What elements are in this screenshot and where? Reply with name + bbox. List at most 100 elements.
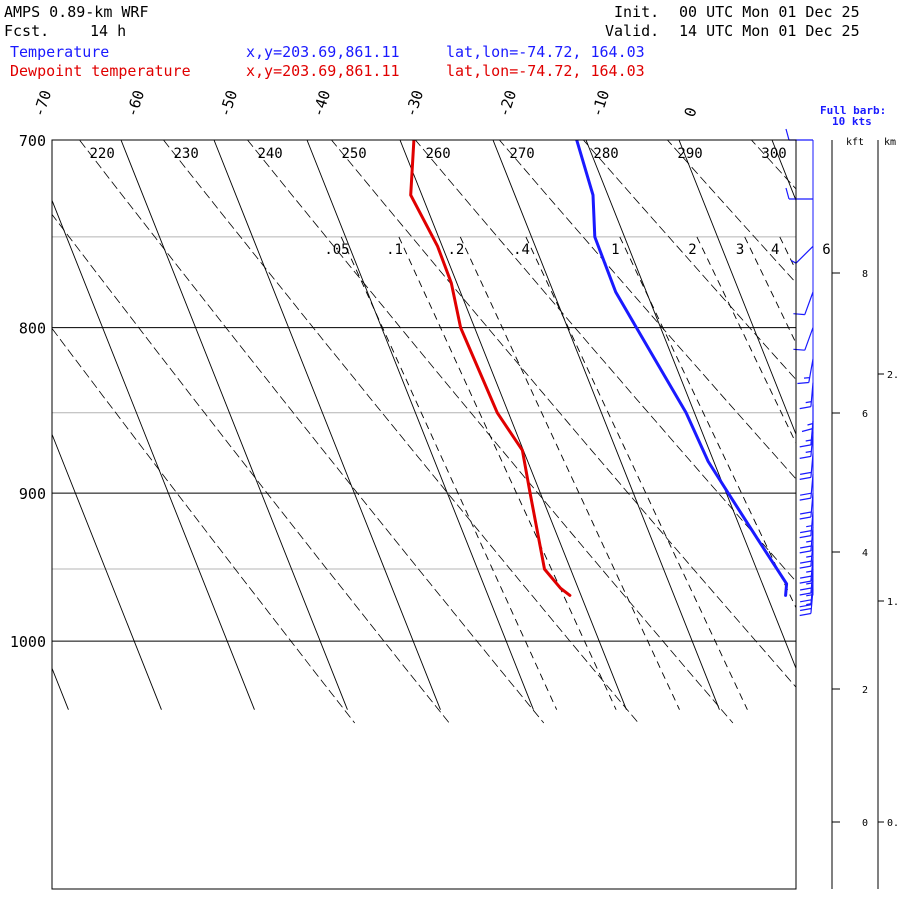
dry-adiabat-label: 220 bbox=[89, 146, 114, 162]
init-time: 00 UTC Mon 01 Dec 25 bbox=[679, 3, 860, 21]
mixing-ratio-label: 4 bbox=[771, 242, 779, 258]
wind-barb bbox=[799, 542, 814, 569]
wind-barb bbox=[799, 526, 814, 554]
height-kft-label: 6 bbox=[862, 409, 868, 420]
dry-adiabat-line bbox=[881, 99, 900, 723]
pressure-label: 800 bbox=[19, 320, 46, 338]
wind-barbs bbox=[785, 128, 814, 617]
dry-adiabat-line bbox=[162, 140, 639, 724]
isotherm-line bbox=[865, 140, 900, 710]
mixing-ratio-line bbox=[779, 236, 796, 272]
mixing-ratio-line bbox=[398, 236, 617, 710]
isotherm-line bbox=[678, 140, 796, 436]
xy-temperature: x,y=203.69,861.11 bbox=[246, 43, 400, 61]
isotherm-label: -60 bbox=[123, 88, 148, 119]
wind-barb bbox=[785, 187, 813, 200]
isotherm-label: 0 bbox=[681, 105, 701, 119]
isotherm-line bbox=[492, 140, 720, 710]
dewpoint-trace bbox=[409, 140, 572, 597]
wind-barb bbox=[799, 557, 814, 584]
isotherm-line bbox=[52, 433, 162, 710]
mixing-ratio-label: .2 bbox=[448, 242, 465, 258]
init-label: Init. bbox=[614, 3, 660, 21]
fcst-hours: 14 h bbox=[90, 22, 127, 40]
isotherm-line bbox=[306, 140, 534, 710]
dry-adiabat-label: 260 bbox=[425, 146, 450, 162]
pressure-label: 1000 bbox=[10, 633, 46, 651]
dry-adiabat-label: 300 bbox=[761, 146, 786, 162]
isotherm-line bbox=[213, 140, 441, 710]
latlon-dewpoint: lat,lon=-74.72, 164.03 bbox=[446, 62, 645, 80]
dry-adiabat-label: 230 bbox=[173, 146, 198, 162]
isotherm-label: -20 bbox=[495, 88, 520, 119]
mixing-ratio-label: .05 bbox=[324, 242, 349, 258]
dry-adiabats bbox=[52, 99, 900, 724]
dry-adiabat-line bbox=[666, 140, 796, 284]
isotherm-label: -50 bbox=[216, 88, 241, 119]
wind-barb bbox=[799, 580, 814, 608]
dry-adiabat-line bbox=[52, 213, 450, 724]
isotherm-label: -40 bbox=[309, 88, 334, 119]
isotherm-label: -10 bbox=[588, 88, 613, 119]
isotherms bbox=[52, 140, 900, 710]
wind-barb bbox=[785, 128, 813, 141]
km-label: km bbox=[884, 137, 896, 148]
wind-barb bbox=[790, 245, 814, 264]
dry-adiabat-line bbox=[330, 140, 796, 688]
height-km-label: 1. bbox=[887, 597, 899, 608]
legend-dewpoint: Dewpoint temperature bbox=[10, 62, 191, 80]
isotherm-label: -70 bbox=[30, 88, 55, 119]
dry-adiabat-line bbox=[52, 327, 356, 724]
axis-labels: 700 800 900 1000 -70 -60 -50 -40 -30 -20 -10 0 220 23… bbox=[10, 88, 831, 651]
dry-adiabat-line bbox=[498, 140, 796, 480]
fcst-label: Fcst. bbox=[4, 22, 50, 40]
latlon-temperature: lat,lon=-74.72, 164.03 bbox=[446, 43, 645, 61]
height-km-label: 0. bbox=[887, 818, 899, 829]
height-km-label: 2. bbox=[887, 370, 899, 381]
dry-adiabat-label: 250 bbox=[341, 146, 366, 162]
pressure-label: 700 bbox=[19, 132, 46, 150]
mixing-ratio-line bbox=[744, 236, 796, 345]
height-kft-label: 0 bbox=[862, 818, 868, 829]
wind-barb bbox=[799, 589, 814, 617]
height-kft-label: 2 bbox=[862, 685, 868, 696]
wind-barb bbox=[799, 511, 814, 539]
isotherm-line bbox=[120, 140, 348, 710]
isotherm-line bbox=[399, 140, 627, 710]
mixing-ratio-line bbox=[696, 236, 796, 445]
mixing-ratio-line bbox=[459, 236, 680, 710]
wind-barb bbox=[793, 291, 814, 316]
kft-label: kft bbox=[846, 137, 864, 148]
dry-adiabat-label: 280 bbox=[593, 146, 618, 162]
height-scale: Full barb: 10 kts kft km 8 6 4 2 0 2. 1. 0. bbox=[820, 104, 899, 889]
isotherm-line bbox=[771, 140, 796, 202]
dry-adiabat-label: 290 bbox=[677, 146, 702, 162]
legend-temperature: Temperature bbox=[10, 43, 110, 61]
plot-frame bbox=[51, 139, 797, 890]
height-kft-label: 4 bbox=[862, 548, 868, 559]
pressure-label: 900 bbox=[19, 485, 46, 503]
xy-dewpoint: x,y=203.69,861.11 bbox=[246, 62, 400, 80]
mixing-ratio-label: .1 bbox=[386, 242, 403, 258]
isotherm-label: -30 bbox=[402, 88, 427, 119]
temperature-trace bbox=[575, 140, 789, 597]
mixing-ratio-label: 1 bbox=[611, 242, 619, 258]
valid-time: 14 UTC Mon 01 Dec 25 bbox=[679, 22, 860, 40]
valid-label: Valid. bbox=[605, 22, 660, 40]
barb-note-2: 10 kts bbox=[832, 115, 872, 128]
isotherm-line bbox=[52, 199, 255, 710]
isotherm-line bbox=[52, 667, 69, 710]
dry-adiabat-line bbox=[414, 140, 796, 583]
pressure-minor-lines bbox=[52, 236, 796, 570]
wind-barb bbox=[801, 404, 814, 433]
barb-note-1: Full barb: bbox=[820, 104, 886, 117]
wind-barb bbox=[793, 327, 814, 351]
model-title: AMPS 0.89-km WRF bbox=[4, 3, 149, 21]
isotherm-line bbox=[585, 140, 796, 670]
dry-adiabat-line bbox=[246, 140, 734, 724]
mixing-ratio-label: 3 bbox=[736, 242, 744, 258]
dry-adiabat-label: 240 bbox=[257, 146, 282, 162]
wind-barb bbox=[799, 382, 814, 410]
mixing-ratio-lines bbox=[340, 236, 796, 710]
